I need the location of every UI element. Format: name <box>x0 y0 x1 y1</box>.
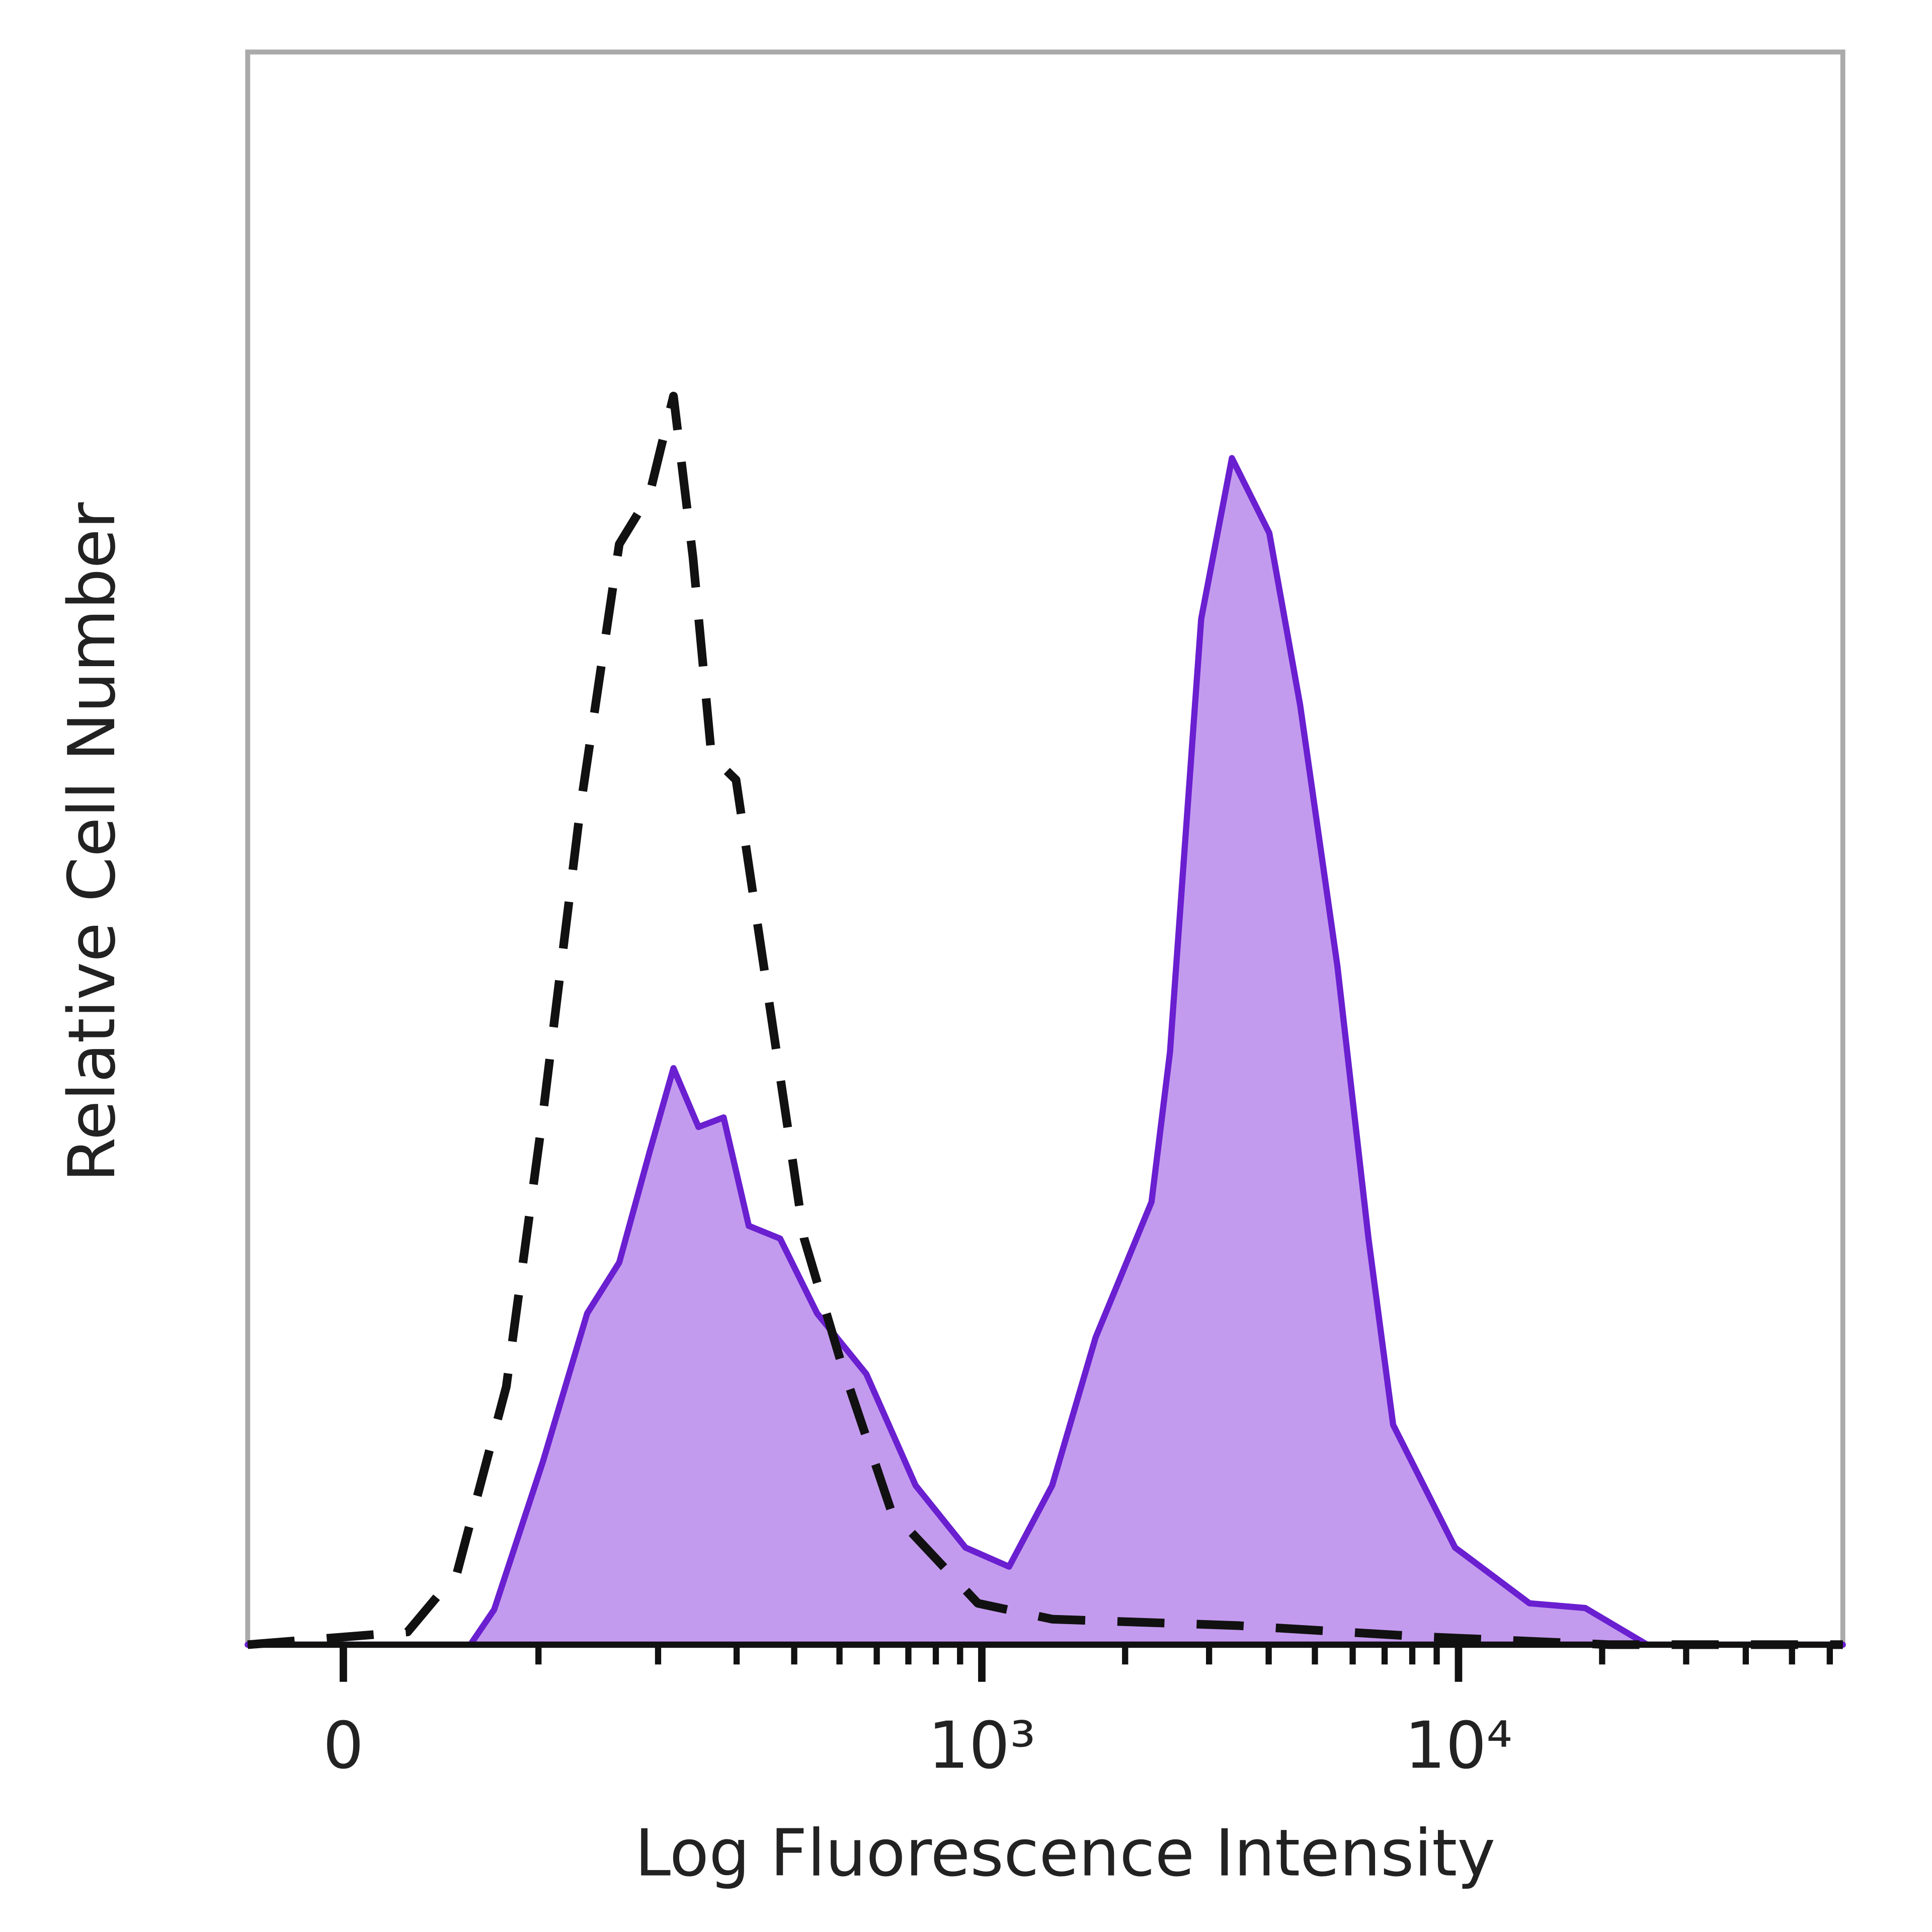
x-axis-label: Log Fluorescence Intensity <box>635 1816 1495 1891</box>
marks <box>245 391 1846 1649</box>
x-tick-label: 10⁴ <box>1405 1708 1512 1783</box>
x-tick-label: 0 <box>323 1708 364 1783</box>
x-tick-label: 10³ <box>928 1708 1035 1783</box>
filled-histogram <box>245 455 1846 1648</box>
plot-frame <box>245 49 1845 1647</box>
y-axis-label: Relative Cell Number <box>55 502 130 1182</box>
dashed-histogram <box>247 391 1843 1649</box>
